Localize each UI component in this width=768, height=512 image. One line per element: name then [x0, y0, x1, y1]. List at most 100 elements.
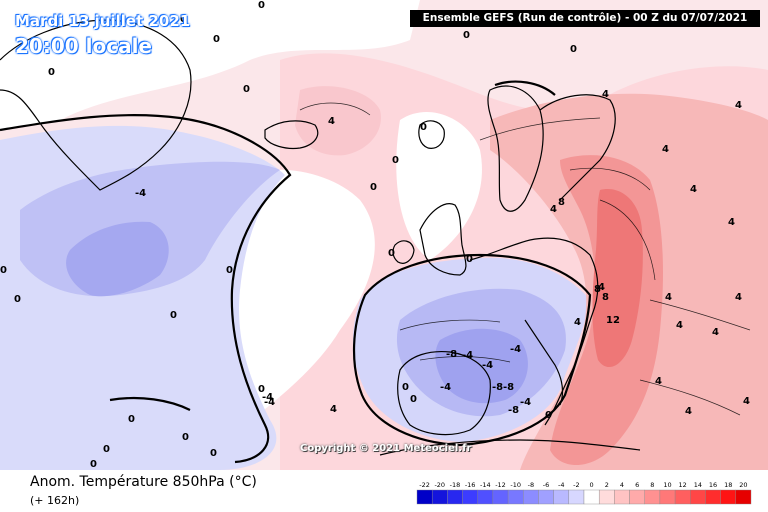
contour-label: 0	[463, 30, 470, 41]
warm-core-area-east	[592, 189, 643, 368]
color-scale: -22 -20 -18 -16 -14 -12 -10 -8 -6 -4 -2 0 2 4 6 8 10 12 14…	[416, 481, 752, 505]
contour-label: 8	[594, 284, 601, 295]
parameter-title: Anom. Température 850hPa (°C)	[30, 474, 257, 490]
contour-label: -4	[440, 382, 451, 393]
contour-label: 0	[210, 448, 217, 459]
scale-swatch	[674, 489, 691, 505]
contour-label: 0	[90, 459, 97, 470]
contour-label: -8	[446, 349, 457, 360]
contour-label: 0	[128, 414, 135, 425]
contour-label: 0	[258, 0, 265, 11]
contour-label: -8	[503, 382, 514, 393]
contour-label: 4	[690, 184, 697, 195]
contour-label: 0	[213, 34, 220, 45]
forecast-time: 20:00 locale	[15, 34, 152, 58]
contour-label: 0	[48, 67, 55, 78]
contour-labels: 0 0 0 0 0 0 0 0 0 0 0 0 0 0 0 0 0 0 0 0 …	[0, 0, 750, 470]
contour-label: 8	[602, 292, 609, 303]
contour-label: -8	[492, 382, 503, 393]
scale-swatch	[644, 489, 661, 505]
scale-swatch	[553, 489, 570, 505]
scale-tick-label: 20	[739, 481, 747, 489]
scale-swatch	[720, 489, 737, 505]
scale-swatch	[583, 489, 600, 505]
contour-label: 4	[685, 406, 692, 417]
scale-swatch	[507, 489, 524, 505]
scale-swatch	[431, 489, 448, 505]
contour-label: 0	[243, 84, 250, 95]
scale-tick-label: -12	[495, 481, 506, 489]
scale-tick-label: 0	[590, 481, 594, 489]
contour-label: 4	[712, 327, 719, 338]
scale-swatch	[735, 489, 752, 505]
scale-swatch	[462, 489, 478, 505]
thin-contours	[299, 102, 751, 416]
scale-swatch	[523, 489, 539, 505]
contour-label: 0	[388, 248, 395, 259]
scale-swatch	[598, 489, 615, 505]
scale-swatch	[477, 489, 494, 505]
scale-tick-label: 14	[694, 481, 702, 489]
scale-swatch	[629, 489, 645, 505]
contour-label: 0	[182, 432, 189, 443]
contour-label: -4	[262, 392, 273, 403]
contour-label: -4	[135, 188, 146, 199]
contour-label: 4	[728, 217, 735, 228]
cold-strong-area-west	[66, 221, 169, 297]
forecast-date: Mardi 13 juillet 2021	[15, 12, 191, 30]
contour-label: -8	[508, 405, 519, 416]
contour-label: 0	[402, 382, 409, 393]
contour-label: 4	[743, 396, 750, 407]
contour-label: 4	[574, 317, 581, 328]
scale-tick-label: 4	[620, 481, 624, 489]
contour-label: 0	[103, 444, 110, 455]
contour-label: 4	[550, 204, 557, 215]
scale-tick-label: -10	[510, 481, 521, 489]
scale-tick-label: -6	[543, 481, 549, 489]
neutral-area-1	[0, 0, 420, 130]
copyright-text: Copyright © 2021 Meteociel.fr	[300, 443, 472, 454]
scale-tick-label: -4	[558, 481, 564, 489]
contour-label: 4	[676, 320, 683, 331]
contour-label: 0	[392, 155, 399, 166]
scale-tick-label: 18	[724, 481, 732, 489]
scale-tick-label: -16	[465, 481, 476, 489]
scale-tick-label: 8	[650, 481, 654, 489]
contour-label: 4	[598, 282, 605, 293]
contour-label: 4	[655, 376, 662, 387]
lead-time: (+ 162h)	[30, 494, 80, 507]
scale-tick-label: -18	[450, 481, 461, 489]
contour-label: 12	[606, 315, 620, 326]
scale-tick-label: 6	[635, 481, 639, 489]
contour-label: 0	[466, 254, 473, 265]
scale-tick-label: 10	[663, 481, 671, 489]
contour-label: 4	[735, 292, 742, 303]
contour-label: 0	[570, 44, 577, 55]
scale-swatch	[690, 489, 706, 505]
scale-tick-label: -22	[419, 481, 430, 489]
scale-tick-label: 12	[679, 481, 687, 489]
contour-label: 0	[545, 410, 552, 421]
contour-label: 4	[602, 89, 609, 100]
contour-label: -4	[264, 397, 275, 408]
scale-swatch	[614, 489, 630, 505]
contour-label: 0	[226, 265, 233, 276]
run-info-bar: Ensemble GEFS (Run de contrôle) - 00 Z d…	[410, 10, 760, 27]
contour-label: -4	[520, 397, 531, 408]
contour-label: 4	[665, 292, 672, 303]
zero-contours	[0, 80, 592, 464]
contour-label: 0	[0, 265, 7, 276]
coastlines	[0, 19, 641, 456]
contour-label: 0	[370, 182, 377, 193]
contour-label: 0	[420, 122, 427, 133]
weather-map: 0 0 0 0 0 0 0 0 0 0 0 0 0 0 0 0 0 0 0 0 …	[0, 0, 768, 470]
contour-label: 0	[180, 14, 187, 25]
contour-label: 8	[558, 197, 565, 208]
scale-swatch	[447, 489, 463, 505]
scale-tick-label: -14	[480, 481, 491, 489]
contour-label: 0	[170, 310, 177, 321]
scale-tick-label: 2	[605, 481, 609, 489]
contour-label: 0	[410, 394, 417, 405]
contour-label: 4	[735, 100, 742, 111]
scale-tick-label: -2	[573, 481, 579, 489]
